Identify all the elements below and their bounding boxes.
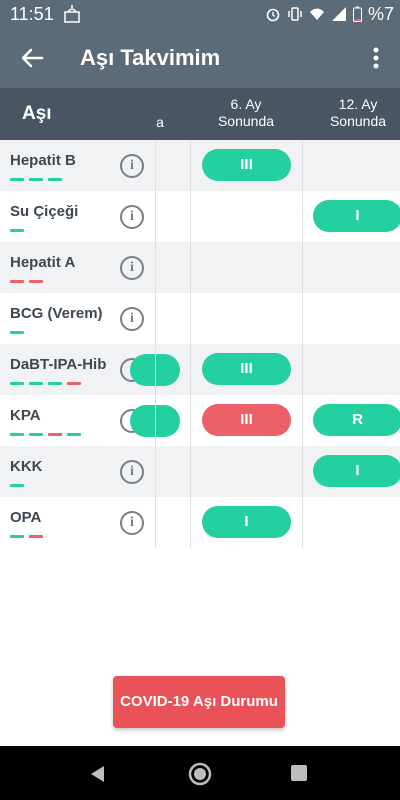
dose-indicator bbox=[10, 178, 62, 181]
vaccine-name: Hepatit B bbox=[10, 152, 76, 169]
table-header: Aşı a 6. Ay Sonunda 12. Ay Sonunda bbox=[0, 88, 400, 140]
table-row: DaBT-IPA-HibiIII bbox=[0, 344, 400, 395]
nav-home-icon[interactable] bbox=[188, 762, 212, 786]
dose-dash bbox=[10, 178, 24, 181]
grid-line bbox=[155, 140, 156, 548]
vaccine-name: DaBT-IPA-Hib bbox=[10, 356, 107, 373]
dose-dash bbox=[10, 535, 24, 538]
vaccine-name: OPA bbox=[10, 509, 42, 526]
info-icon[interactable]: i bbox=[120, 154, 144, 178]
vaccine-name: KKK bbox=[10, 458, 43, 475]
covid-status-button[interactable]: COVID-19 Aşı Durumu bbox=[113, 676, 285, 728]
dose-dash bbox=[48, 178, 62, 181]
dose-dash bbox=[29, 382, 43, 385]
dose-pill-6-month[interactable]: III bbox=[202, 353, 291, 385]
dose-dash bbox=[67, 382, 81, 385]
dose-dash bbox=[67, 433, 81, 436]
dose-dash bbox=[10, 382, 24, 385]
nav-back-icon[interactable] bbox=[88, 764, 108, 784]
app-bar: Aşı Takvimim bbox=[0, 28, 400, 88]
info-icon[interactable]: i bbox=[120, 307, 144, 331]
vaccine-name: Hepatit A bbox=[10, 254, 76, 271]
table-row: Su Çiçeği i I bbox=[0, 191, 400, 242]
info-icon[interactable]: i bbox=[120, 256, 144, 280]
header-col-12-month: 12. Ay Sonunda bbox=[329, 96, 387, 129]
back-arrow-icon[interactable] bbox=[18, 44, 46, 72]
dose-dash bbox=[29, 178, 43, 181]
dose-indicator bbox=[10, 280, 43, 283]
table-row: Hepatit A i bbox=[0, 242, 400, 293]
dose-dash bbox=[10, 280, 24, 283]
dose-pill-6-month[interactable]: III bbox=[202, 149, 291, 181]
dose-indicator bbox=[10, 331, 24, 334]
dose-indicator bbox=[10, 433, 81, 436]
dose-indicator bbox=[10, 229, 24, 232]
system-nav-bar bbox=[0, 746, 400, 800]
status-bar: 11:51 %7 bbox=[0, 0, 400, 28]
grid-line bbox=[190, 140, 191, 548]
wifi-icon bbox=[309, 8, 324, 20]
alarm-icon bbox=[266, 8, 280, 22]
dose-pill-12-month[interactable]: R bbox=[313, 404, 400, 436]
header-col-partial: a bbox=[156, 114, 164, 130]
table-row: KKK i I bbox=[0, 446, 400, 497]
nav-recents-icon[interactable] bbox=[291, 765, 307, 781]
vaccine-name: BCG (Verem) bbox=[10, 305, 103, 322]
battery-icon bbox=[352, 6, 362, 22]
more-vert-icon[interactable] bbox=[364, 44, 388, 72]
dose-pill-6-month[interactable]: III bbox=[202, 404, 291, 436]
grid-line bbox=[302, 140, 303, 548]
dose-indicator bbox=[10, 382, 81, 385]
table-row: OPA i I bbox=[0, 497, 400, 548]
vibrate-icon bbox=[288, 7, 302, 21]
signal-icon bbox=[331, 7, 346, 21]
dose-dash bbox=[10, 229, 24, 232]
battery-percent: %7 bbox=[367, 3, 394, 24]
dose-dash bbox=[48, 433, 62, 436]
header-col-6-month: 6. Ay Sonunda bbox=[217, 96, 275, 129]
dose-pill-12-month[interactable]: I bbox=[313, 200, 400, 232]
dose-dash bbox=[48, 382, 62, 385]
dose-dash bbox=[29, 280, 43, 283]
info-icon[interactable]: i bbox=[120, 511, 144, 535]
status-time: 11:51 bbox=[10, 4, 54, 24]
info-icon[interactable]: i bbox=[120, 205, 144, 229]
vaccine-name: Su Çiçeği bbox=[10, 203, 79, 220]
dose-dash bbox=[29, 535, 43, 538]
table-row: Hepatit B i III bbox=[0, 140, 400, 191]
header-vaccine: Aşı bbox=[22, 103, 52, 124]
info-icon[interactable]: i bbox=[120, 460, 144, 484]
dose-dash bbox=[29, 433, 43, 436]
page-title: Aşı Takvimim bbox=[80, 45, 221, 70]
dose-indicator bbox=[10, 535, 43, 538]
dose-pill-6-month[interactable]: I bbox=[202, 506, 291, 538]
dose-pill-12-month[interactable]: I bbox=[313, 455, 400, 487]
dose-dash bbox=[10, 484, 24, 487]
table-row: BCG (Verem) i bbox=[0, 293, 400, 344]
dose-dash bbox=[10, 433, 24, 436]
dose-dash bbox=[10, 331, 24, 334]
vaccine-name: KPA bbox=[10, 407, 41, 424]
mosque-icon bbox=[64, 5, 80, 23]
dose-indicator bbox=[10, 484, 24, 487]
table-row: KPAiIIIR bbox=[0, 395, 400, 446]
